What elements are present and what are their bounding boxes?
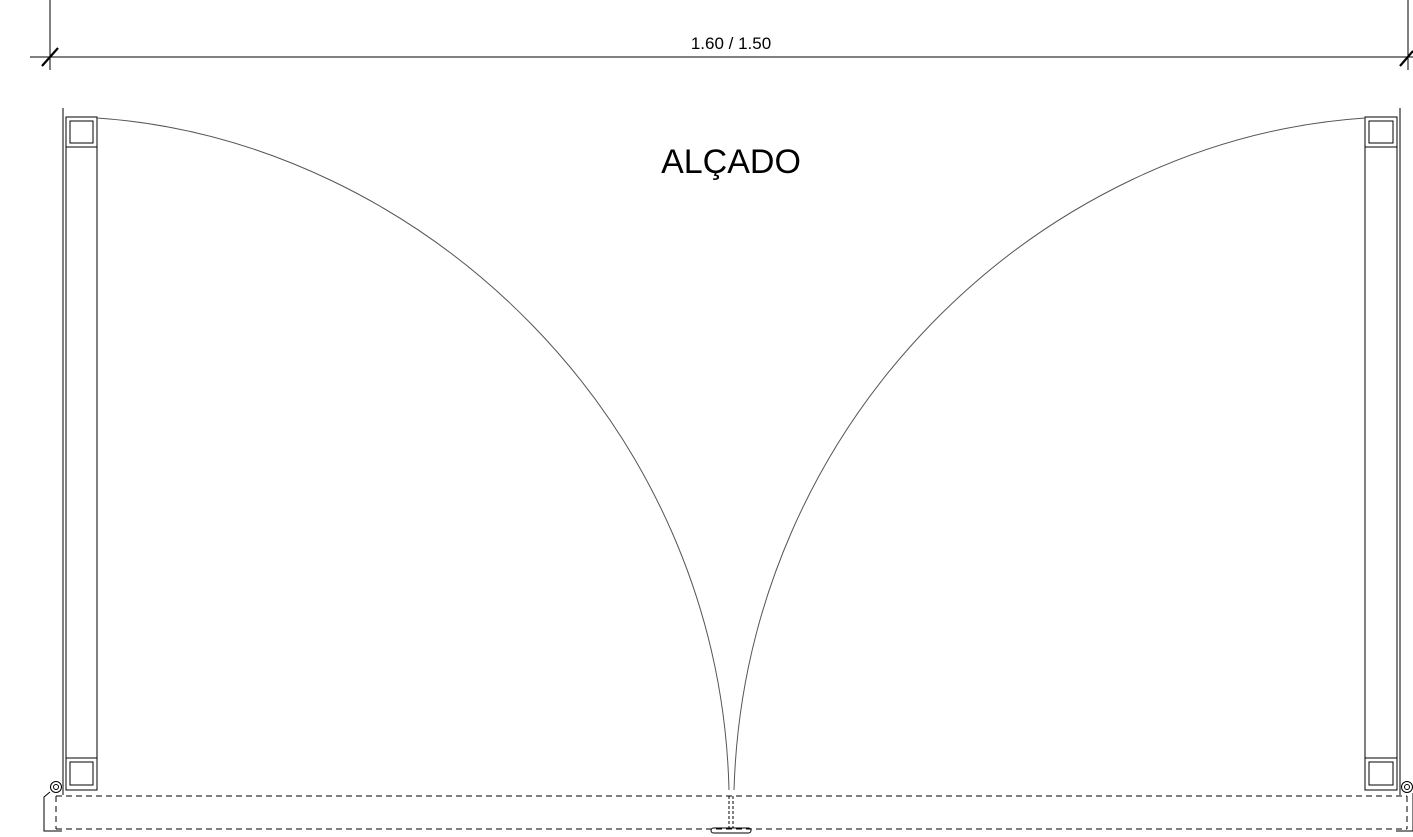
dimension-line <box>30 0 1413 70</box>
threshold-left-bracket <box>43 791 62 832</box>
left-jamb-top-block-inner <box>69 120 94 144</box>
left-jamb-bottom-block-outer <box>65 757 98 791</box>
right-jamb-top-block-outer <box>1364 116 1398 148</box>
threshold <box>43 791 1413 834</box>
dimension-label: 1.60 / 1.50 <box>691 34 771 53</box>
view-title: ALÇADO <box>661 143 801 181</box>
right-jamb-frame <box>1364 116 1398 791</box>
right-jamb <box>1364 108 1401 795</box>
left-hinge-icon <box>50 781 62 793</box>
right-jamb-bottom-block-inner <box>1368 761 1394 786</box>
right-leaf-swing-arc <box>733 117 1366 791</box>
dimension-tick-right <box>1399 50 1413 67</box>
threshold-right-bracket <box>1396 793 1413 832</box>
right-hinge-icon <box>1401 781 1413 793</box>
left-leaf-swing-arc <box>96 117 730 791</box>
left-jamb-bottom-block-inner <box>69 761 94 786</box>
dimension-tick-left <box>41 47 59 67</box>
left-jamb-frame <box>65 116 98 791</box>
right-jamb-bottom-block-outer <box>1364 757 1398 791</box>
left-jamb-top-block-outer <box>65 116 98 148</box>
right-jamb-top-block-inner <box>1368 120 1394 144</box>
centre-floor-stop <box>710 827 752 834</box>
left-jamb <box>62 108 98 795</box>
